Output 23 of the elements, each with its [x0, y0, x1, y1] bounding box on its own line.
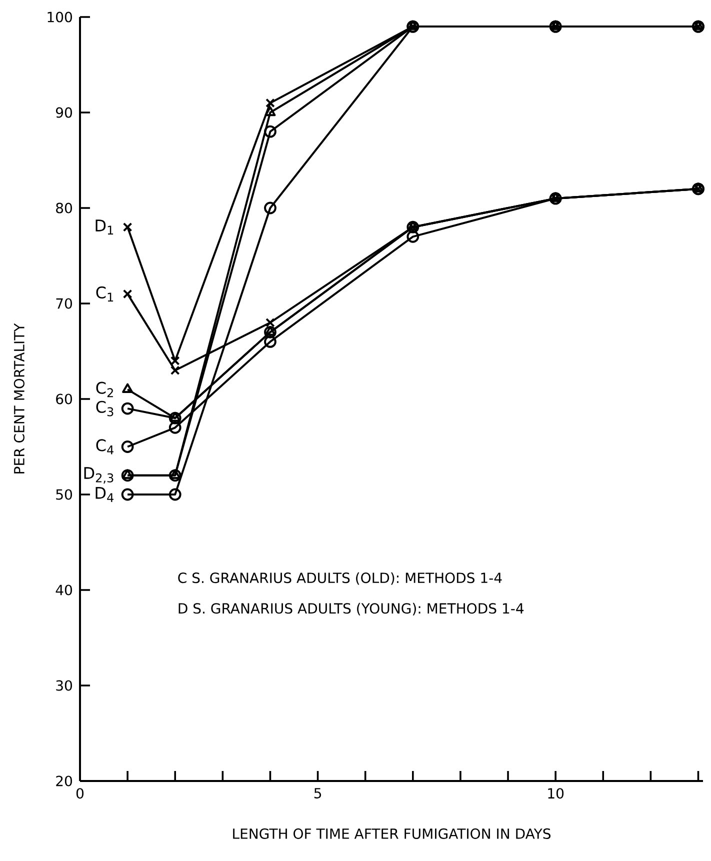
series-label: C$_{2}$ — [96, 382, 113, 398]
x-tick-label: 0 — [76, 788, 84, 799]
series-label: C$_{3}$ — [96, 400, 114, 416]
y-axis-title: PER CENT MORTALITY — [14, 323, 24, 474]
x-tick-label: 5 — [314, 788, 322, 798]
series-label: D$_{2,3}$ — [84, 467, 114, 484]
series-label: D$_{4}$ — [96, 487, 114, 502]
y-tick-label: 70 — [56, 298, 72, 309]
y-tick-label: 60 — [56, 394, 72, 404]
annotation: D S. GRANARIUS ADULTS (YOUNG): METHODS 1-4 — [178, 602, 524, 616]
y-tick-label: 40 — [56, 584, 72, 596]
y-tick-label: 20 — [56, 776, 72, 786]
series-label: D$_{1}$ — [96, 220, 114, 235]
x-tick-label: 10 — [548, 788, 564, 799]
annotation: C S. GRANARIUS ADULTS (OLD): METHODS 1-4 — [178, 572, 502, 585]
series-label: C$_{4}$ — [96, 439, 114, 454]
y-tick-label: 100 — [48, 12, 72, 22]
y-tick-label: 80 — [56, 202, 72, 214]
y-tick-label: 90 — [56, 107, 72, 118]
y-tick-label: 30 — [56, 680, 72, 691]
x-axis-title: LENGTH OF TIME AFTER FUMIGATION IN DAYS — [233, 828, 550, 839]
y-tick-label: 50 — [56, 489, 72, 500]
series-label: C$_{1}$ — [96, 286, 114, 302]
